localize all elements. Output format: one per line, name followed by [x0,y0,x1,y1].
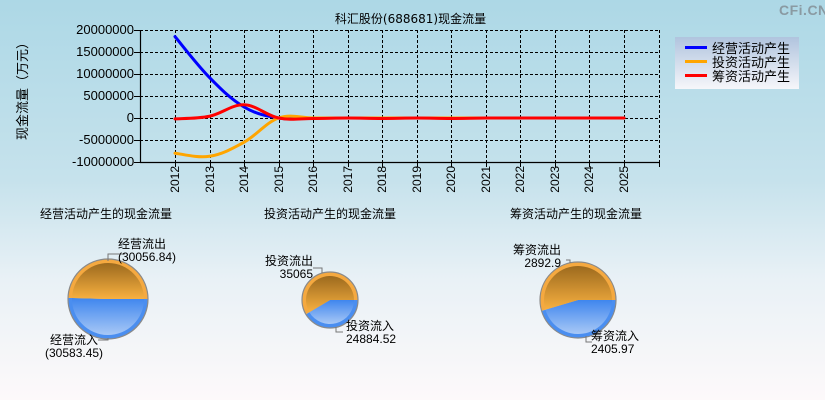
label-value: (30056.84) [118,250,177,264]
y-tick: 15000000 [76,44,134,59]
label-text: 筹资流出 [513,243,562,257]
chart-grid [140,30,660,163]
label-value: (30583.45) [45,346,104,360]
y-tick: 10000000 [76,66,134,81]
pie-label-financing-outflow: 筹资流出 2892.9 [513,244,561,270]
legend-item-financing: 筹资活动产生 [685,68,791,85]
y-tick: 20000000 [76,22,134,37]
pie-label-operating-outflow: 经营流出 (30056.84) [118,238,176,264]
label-text: 筹资流入 [591,329,640,343]
chart-legend: 经营活动产生 投资活动产生 筹资活动产生 [675,37,799,89]
legend-label: 筹资活动产生 [712,69,791,85]
y-tick: 0 [126,110,134,125]
pie-label-investing-inflow: 投资流入 24884.52 [346,320,396,346]
legend-item-operating: 经营活动产生 [685,40,791,57]
chart-axes [134,30,660,167]
pie-title-operating: 经营活动产生的现金流量 [40,207,173,221]
series-line [173,35,626,121]
label-text: 投资流出 [265,254,314,268]
label-text: 经营流出 [118,237,167,251]
pie-title-financing: 筹资活动产生的现金流量 [510,207,643,221]
pie-chart [301,267,359,333]
label-value: 24884.52 [346,332,397,346]
label-value: 35065 [279,267,314,281]
legend-swatch-icon [685,73,707,77]
y-tick: -10000000 [72,154,135,169]
legend-swatch-icon [685,45,707,49]
legend-item-investing: 投资活动产生 [685,54,791,71]
cfi-watermark: CFi.CN [779,2,825,18]
y-tick: 5000000 [83,88,134,103]
pie-label-financing-inflow: 筹资流入 2405.97 [591,330,639,356]
label-value: 2892.9 [524,256,562,270]
label-value: 2405.97 [591,342,635,356]
pie-label-investing-outflow: 投资流出 35065 [265,255,313,281]
pie-chart [67,253,149,341]
label-text: 经营流入 [50,333,99,347]
y-tick: -5000000 [79,132,134,147]
chart-title: 科汇股份(688681)现金流量 [0,10,825,27]
pie-label-operating-inflow: 经营流入 (30583.45) [45,334,103,360]
pie-title-investing: 投资活动产生的现金流量 [264,207,397,221]
pie-chart [539,259,617,343]
chart-title-text: 科汇股份(688681)现金流量 [334,12,487,26]
legend-swatch-icon [685,59,707,63]
legend-label: 经营活动产生 [712,41,791,57]
legend-label: 投资活动产生 [712,55,791,71]
series-line [173,114,626,159]
pie-charts [67,253,617,343]
label-text: 投资流入 [346,319,395,333]
chart-lines [173,35,626,159]
series-line [173,103,626,121]
